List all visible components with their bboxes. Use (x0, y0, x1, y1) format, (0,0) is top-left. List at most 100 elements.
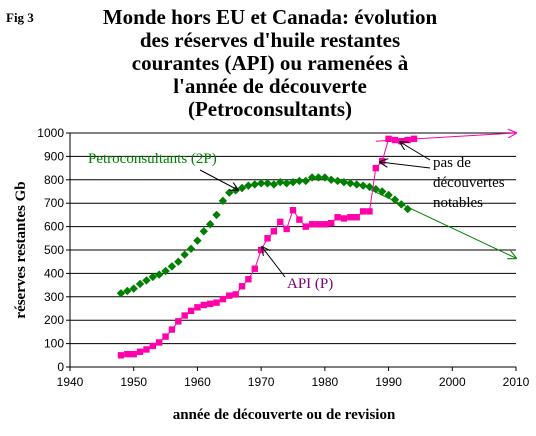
point-petroconsultants-1993 (403, 204, 412, 214)
point-petroconsultants-1959 (186, 244, 196, 254)
point-petroconsultants-1982 (333, 176, 342, 186)
x-tick-label-1940: 1940 (57, 375, 84, 389)
x-tick-label-1990: 1990 (375, 375, 402, 389)
y-tick-label-500: 500 (44, 243, 64, 257)
point-api-1965 (226, 292, 233, 299)
y-tick-label-900: 900 (44, 149, 64, 163)
title-line-2: des réserves d'huile restantes (139, 28, 401, 52)
x-tick-labels: 1940 1950 1960 1970 1980 1990 2000 2010 (57, 375, 530, 389)
point-api-1975 (289, 207, 297, 214)
point-petroconsultants-1985 (352, 180, 361, 189)
point-petroconsultants-1953 (148, 272, 158, 282)
point-petroconsultants-1972 (269, 180, 279, 189)
point-petroconsultants-1984 (346, 179, 355, 188)
point-api-1988 (372, 164, 380, 172)
series-line-api (120, 138, 415, 356)
title-line-1: Monde hors EU et Canada: évolution (102, 5, 438, 29)
point-api-1982 (334, 214, 341, 221)
point-api-1948 (117, 352, 125, 359)
y-tick-label-100: 100 (44, 337, 64, 351)
point-api-1992 (398, 137, 405, 145)
point-api-1968 (245, 276, 252, 283)
arrow-no-discoveries-1 (400, 142, 431, 161)
x-tick-label-1960: 1960 (184, 375, 211, 389)
title-line-5: (Petroconsultants) (187, 97, 353, 121)
point-petroconsultants-1987 (365, 182, 374, 192)
point-api-1954 (156, 339, 163, 346)
point-petroconsultants-1990 (384, 190, 393, 200)
point-petroconsultants-1991 (390, 195, 400, 204)
point-api-1994 (410, 135, 418, 143)
point-api-1958 (181, 312, 188, 319)
point-api-1961 (200, 301, 207, 309)
point-api-1989 (379, 157, 386, 165)
point-petroconsultants-1971 (263, 179, 272, 188)
point-api-1957 (175, 318, 182, 325)
point-api-1987 (366, 208, 373, 215)
arrow-api (262, 247, 286, 278)
point-api-1980 (321, 221, 329, 228)
arrow-petroconsultants (199, 169, 238, 190)
point-api-1956 (168, 326, 176, 333)
point-api-1977 (302, 223, 309, 230)
point-api-1986 (359, 208, 367, 215)
point-api-1955 (162, 333, 169, 340)
point-api-1971 (264, 235, 271, 242)
chart-title: Monde hors EU et Canada: évolution des r… (50, 6, 490, 121)
y-tick-label-1000: 1000 (37, 126, 64, 140)
y-tick-label-700: 700 (44, 196, 64, 210)
point-petroconsultants-1988 (371, 184, 381, 194)
point-petroconsultants-1967 (237, 183, 247, 193)
y-axis-title: réserves restantes Gb (13, 181, 29, 318)
point-petroconsultants-1975 (288, 177, 298, 187)
point-petroconsultants-1950 (129, 284, 138, 293)
point-api-1985 (353, 214, 360, 221)
point-api-1993 (404, 136, 411, 144)
x-tick-label-2010: 2010 (503, 375, 530, 389)
point-api-1990 (385, 135, 392, 143)
point-api-1967 (238, 283, 246, 290)
point-petroconsultants-1964 (218, 196, 228, 206)
point-petroconsultants-1974 (282, 179, 291, 188)
point-petroconsultants-1949 (123, 286, 132, 296)
arrow-no-discoveries-2 (380, 162, 431, 169)
y-tick-label-600: 600 (44, 220, 64, 234)
point-api-1984 (347, 214, 354, 221)
point-petroconsultants-1970 (256, 179, 266, 188)
point-petroconsultants-1986 (358, 181, 368, 190)
point-petroconsultants-1955 (161, 266, 170, 276)
point-api-1981 (328, 219, 335, 227)
point-petroconsultants-1981 (327, 175, 336, 184)
figure-label: Fig 3 (6, 10, 34, 25)
point-petroconsultants-1983 (339, 177, 349, 187)
point-petroconsultants-1958 (180, 250, 189, 259)
annotation-no-discoveries-line-2: découvertes (433, 175, 505, 191)
point-petroconsultants-1954 (155, 270, 164, 279)
y-tick-label-800: 800 (44, 173, 64, 187)
x-tick-label-2000: 2000 (439, 375, 466, 389)
title-line-4: l'année de découverte (173, 74, 367, 98)
point-api-1976 (296, 216, 303, 223)
point-api-1973 (277, 218, 284, 226)
point-api-1950 (130, 350, 137, 358)
point-api-1959 (187, 307, 195, 315)
annotation-petroconsultants: Petroconsultants (2P) (88, 151, 217, 167)
point-petroconsultants-1962 (205, 220, 215, 229)
point-petroconsultants-1961 (199, 227, 208, 236)
point-api-1969 (251, 265, 258, 272)
point-petroconsultants-1952 (142, 276, 151, 285)
point-api-1964 (219, 295, 227, 303)
point-api-1983 (340, 215, 348, 222)
point-api-1991 (391, 136, 399, 144)
point-api-1949 (124, 350, 131, 358)
point-api-1953 (149, 342, 157, 350)
y-tick-label-400: 400 (44, 266, 64, 280)
point-api-1952 (143, 346, 150, 353)
point-api-1970 (257, 246, 265, 254)
point-api-1960 (194, 304, 201, 311)
point-petroconsultants-1948 (116, 289, 126, 298)
x-axis-title: année de découverte ou de revision (173, 407, 396, 423)
y-tick-label-200: 200 (44, 313, 64, 327)
point-petroconsultants-1976 (295, 176, 304, 186)
